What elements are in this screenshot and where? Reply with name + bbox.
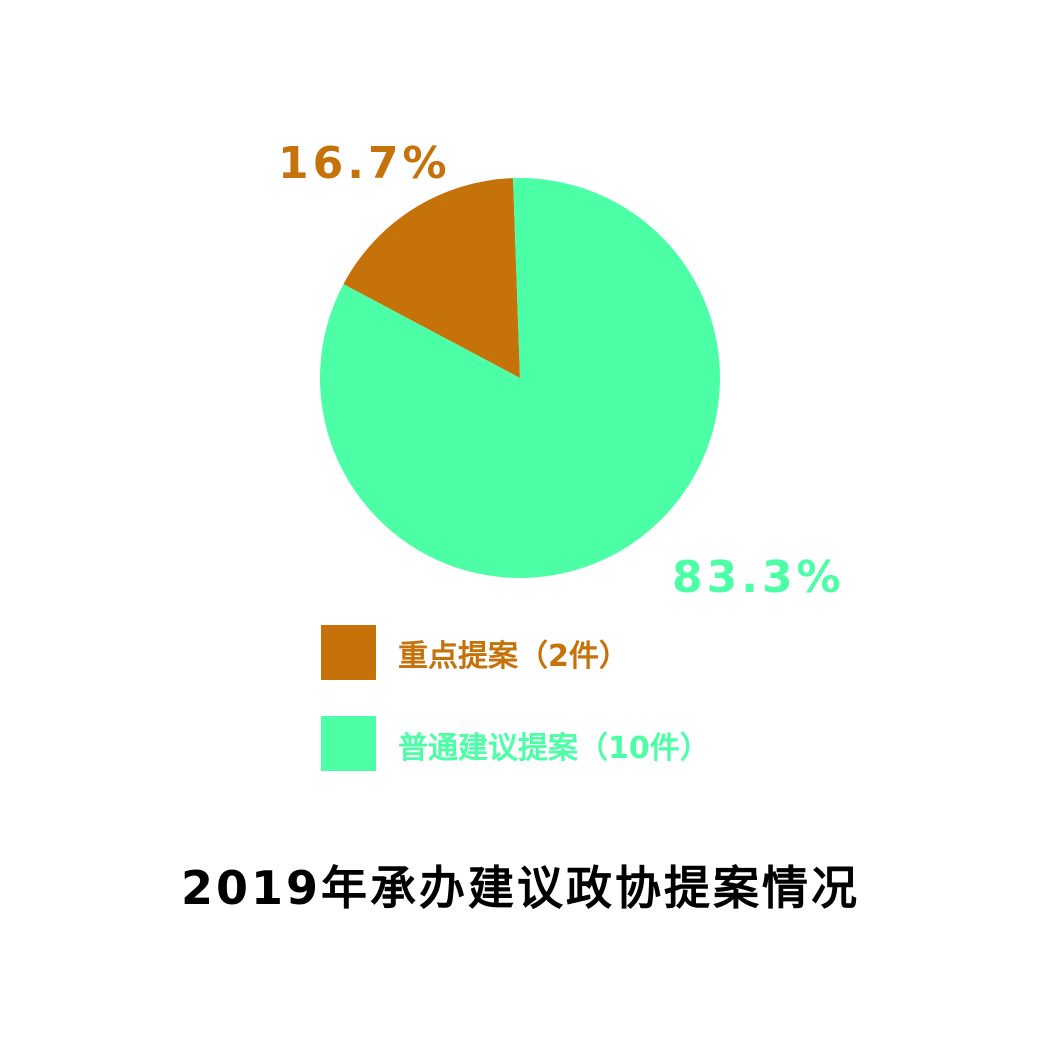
chart-title: 2019年承办建议政协提案情况 [180,861,861,915]
slice-label-key-proposals: 16.7% [278,138,451,189]
legend-swatch-key-proposals [321,625,376,680]
slice-label-general-proposals: 83.3% [672,552,845,603]
legend-swatch-general-proposals [321,716,376,771]
pie-slices [320,177,721,578]
pie-slice-general-proposals [320,177,721,578]
legend-label-general-proposals: 普通建议提案（10件） [398,731,710,766]
pie-slice-key-proposals [343,178,520,378]
legend-label-key-proposals: 重点提案（2件） [398,639,629,674]
